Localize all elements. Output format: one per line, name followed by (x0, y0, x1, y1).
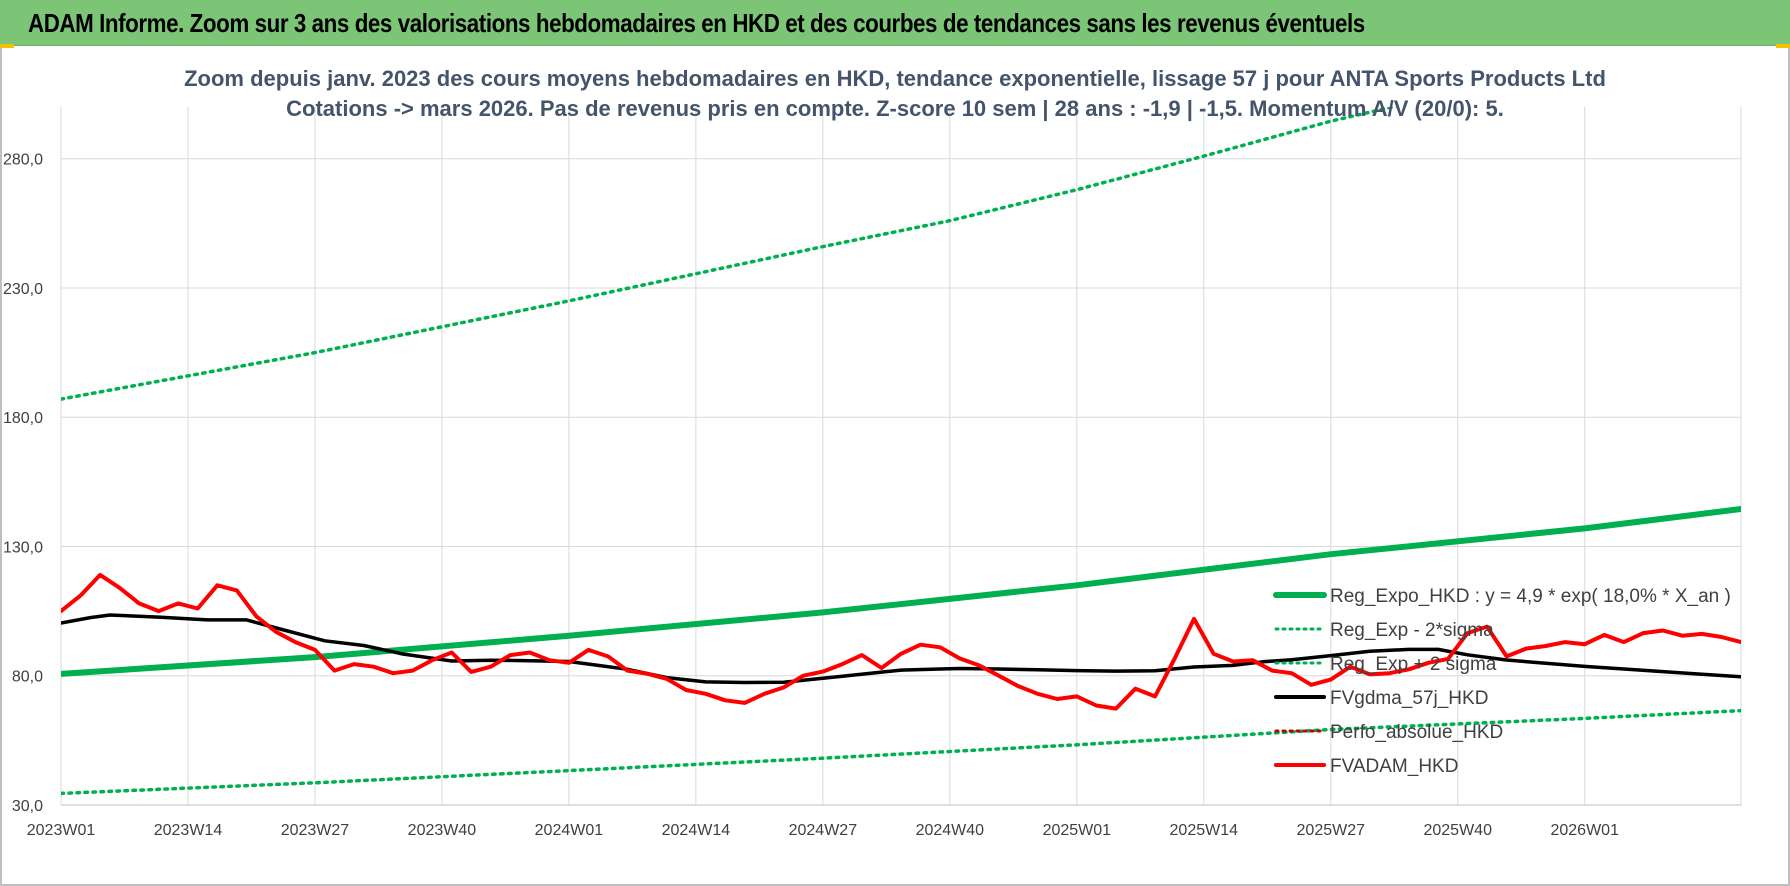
report-title: ADAM Informe. Zoom sur 3 ans des valoris… (28, 8, 1365, 38)
axis-labels: 280,0 230,0 180,0 130,0 80,0 30,0 2023W01 2023W… (3, 152, 1619, 839)
corner-mark-right (1776, 44, 1790, 48)
x-tick-label: 2024W14 (662, 822, 731, 839)
x-tick-label: 2025W27 (1297, 822, 1366, 839)
series-line-2 (61, 107, 1400, 401)
legend-label: Perfo_absolue_HKD (1330, 722, 1503, 743)
legend-label: Reg_Exp - 2*sigma (1330, 620, 1494, 641)
y-tick-label: 30,0 (12, 798, 43, 815)
legend-label: Reg_Expo_HKD : y = 4,9 * exp( 18,0% * X_… (1330, 586, 1731, 607)
y-tick-label: 280,0 (3, 152, 43, 169)
legend-label: Reg_Exp + 2 sigma (1330, 654, 1497, 675)
y-tick-label: 180,0 (3, 410, 43, 427)
x-tick-label: 2026W01 (1550, 822, 1619, 839)
legend-label: FVgdma_57j_HKD (1330, 688, 1488, 709)
y-tick-label: 80,0 (12, 669, 43, 686)
series-line-5 (61, 572, 1741, 711)
report-banner: ADAM Informe. Zoom sur 3 ans des valoris… (0, 0, 1790, 46)
x-tick-label: 2024W01 (535, 822, 604, 839)
x-tick-label: 2025W01 (1043, 822, 1112, 839)
series-line-1 (61, 708, 1741, 796)
x-tick-label: 2025W40 (1423, 822, 1492, 839)
chart-title-line-1: Zoom depuis janv. 2023 des cours moyens … (184, 66, 1606, 91)
series-layer (61, 107, 1741, 796)
grid (60, 107, 1742, 806)
y-tick-label: 230,0 (3, 281, 43, 298)
series-line-0 (61, 506, 1741, 677)
x-tick-label: 2024W27 (789, 822, 858, 839)
x-tick-label: 2025W14 (1170, 822, 1239, 839)
legend-label: FVADAM_HKD (1330, 756, 1458, 777)
corner-mark-left (0, 44, 14, 48)
trend-chart: 280,0 230,0 180,0 130,0 80,0 30,0 2023W01 2023W… (3, 66, 1742, 839)
x-tick-label: 2023W01 (27, 822, 96, 839)
x-tick-label: 2023W27 (281, 822, 350, 839)
x-tick-label: 2023W14 (154, 822, 223, 839)
x-tick-label: 2023W40 (408, 822, 477, 839)
y-tick-label: 130,0 (3, 539, 43, 556)
legend: Reg_Expo_HKD : y = 4,9 * exp( 18,0% * X_… (1273, 586, 1731, 777)
chart-title-line-2: Cotations -> mars 2026. Pas de revenus p… (286, 96, 1504, 121)
x-tick-label: 2024W40 (916, 822, 985, 839)
